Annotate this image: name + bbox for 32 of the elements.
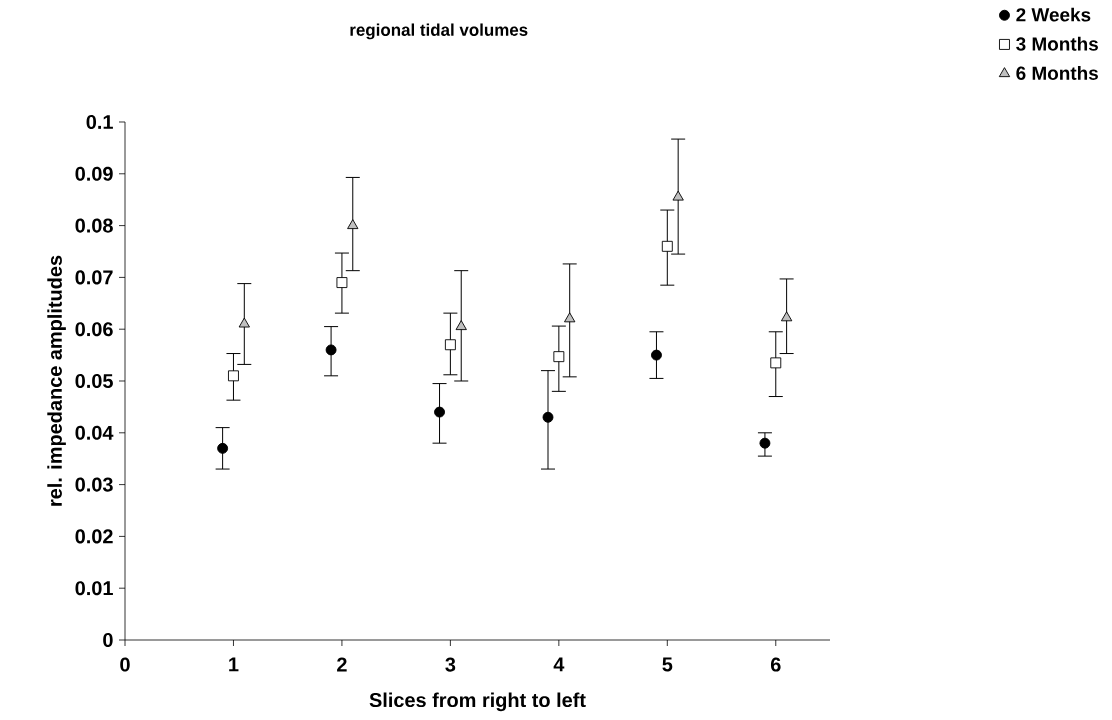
point (347, 219, 359, 230)
legend-label: 6 Months (1016, 66, 1098, 80)
point (238, 317, 250, 328)
x-tick-label: 0 (120, 657, 130, 672)
y-tick-label: 0.1 (86, 114, 113, 130)
point (455, 320, 467, 331)
legend-label: 2 Weeks (1016, 7, 1091, 22)
chart-title: regional tidal volumes (350, 23, 528, 40)
x-tick-label: 6 (770, 657, 781, 672)
y-axis-title: rel. impedance amplitudes (47, 255, 66, 506)
y-tick-label: 0.01 (75, 581, 113, 596)
x-tick-label: 3 (445, 657, 456, 672)
point (672, 190, 684, 201)
legend-label: 3 Months (1016, 36, 1098, 51)
x-tick-label: 1 (229, 657, 239, 672)
y-tick-label: 0.03 (75, 477, 113, 492)
point (564, 312, 576, 323)
x-tick-label: 5 (662, 657, 673, 672)
y-tick-label: 0.07 (75, 270, 113, 285)
x-tick-label: 2 (337, 657, 347, 672)
point (217, 442, 229, 454)
x-axis-title: Slices from right to left (369, 692, 586, 712)
point (542, 411, 554, 423)
y-tick-label: 0.02 (75, 529, 113, 544)
y-tick-label: 0.06 (75, 322, 113, 337)
y-tick-label: 0 (103, 632, 113, 648)
y-tick-label: 0.09 (75, 166, 113, 181)
y-tick-label: 0.04 (75, 425, 114, 440)
y-tick-label: 0.05 (75, 373, 113, 389)
x-tick-label: 4 (553, 657, 565, 672)
point (780, 311, 793, 322)
y-tick-label: 0.08 (75, 218, 113, 233)
